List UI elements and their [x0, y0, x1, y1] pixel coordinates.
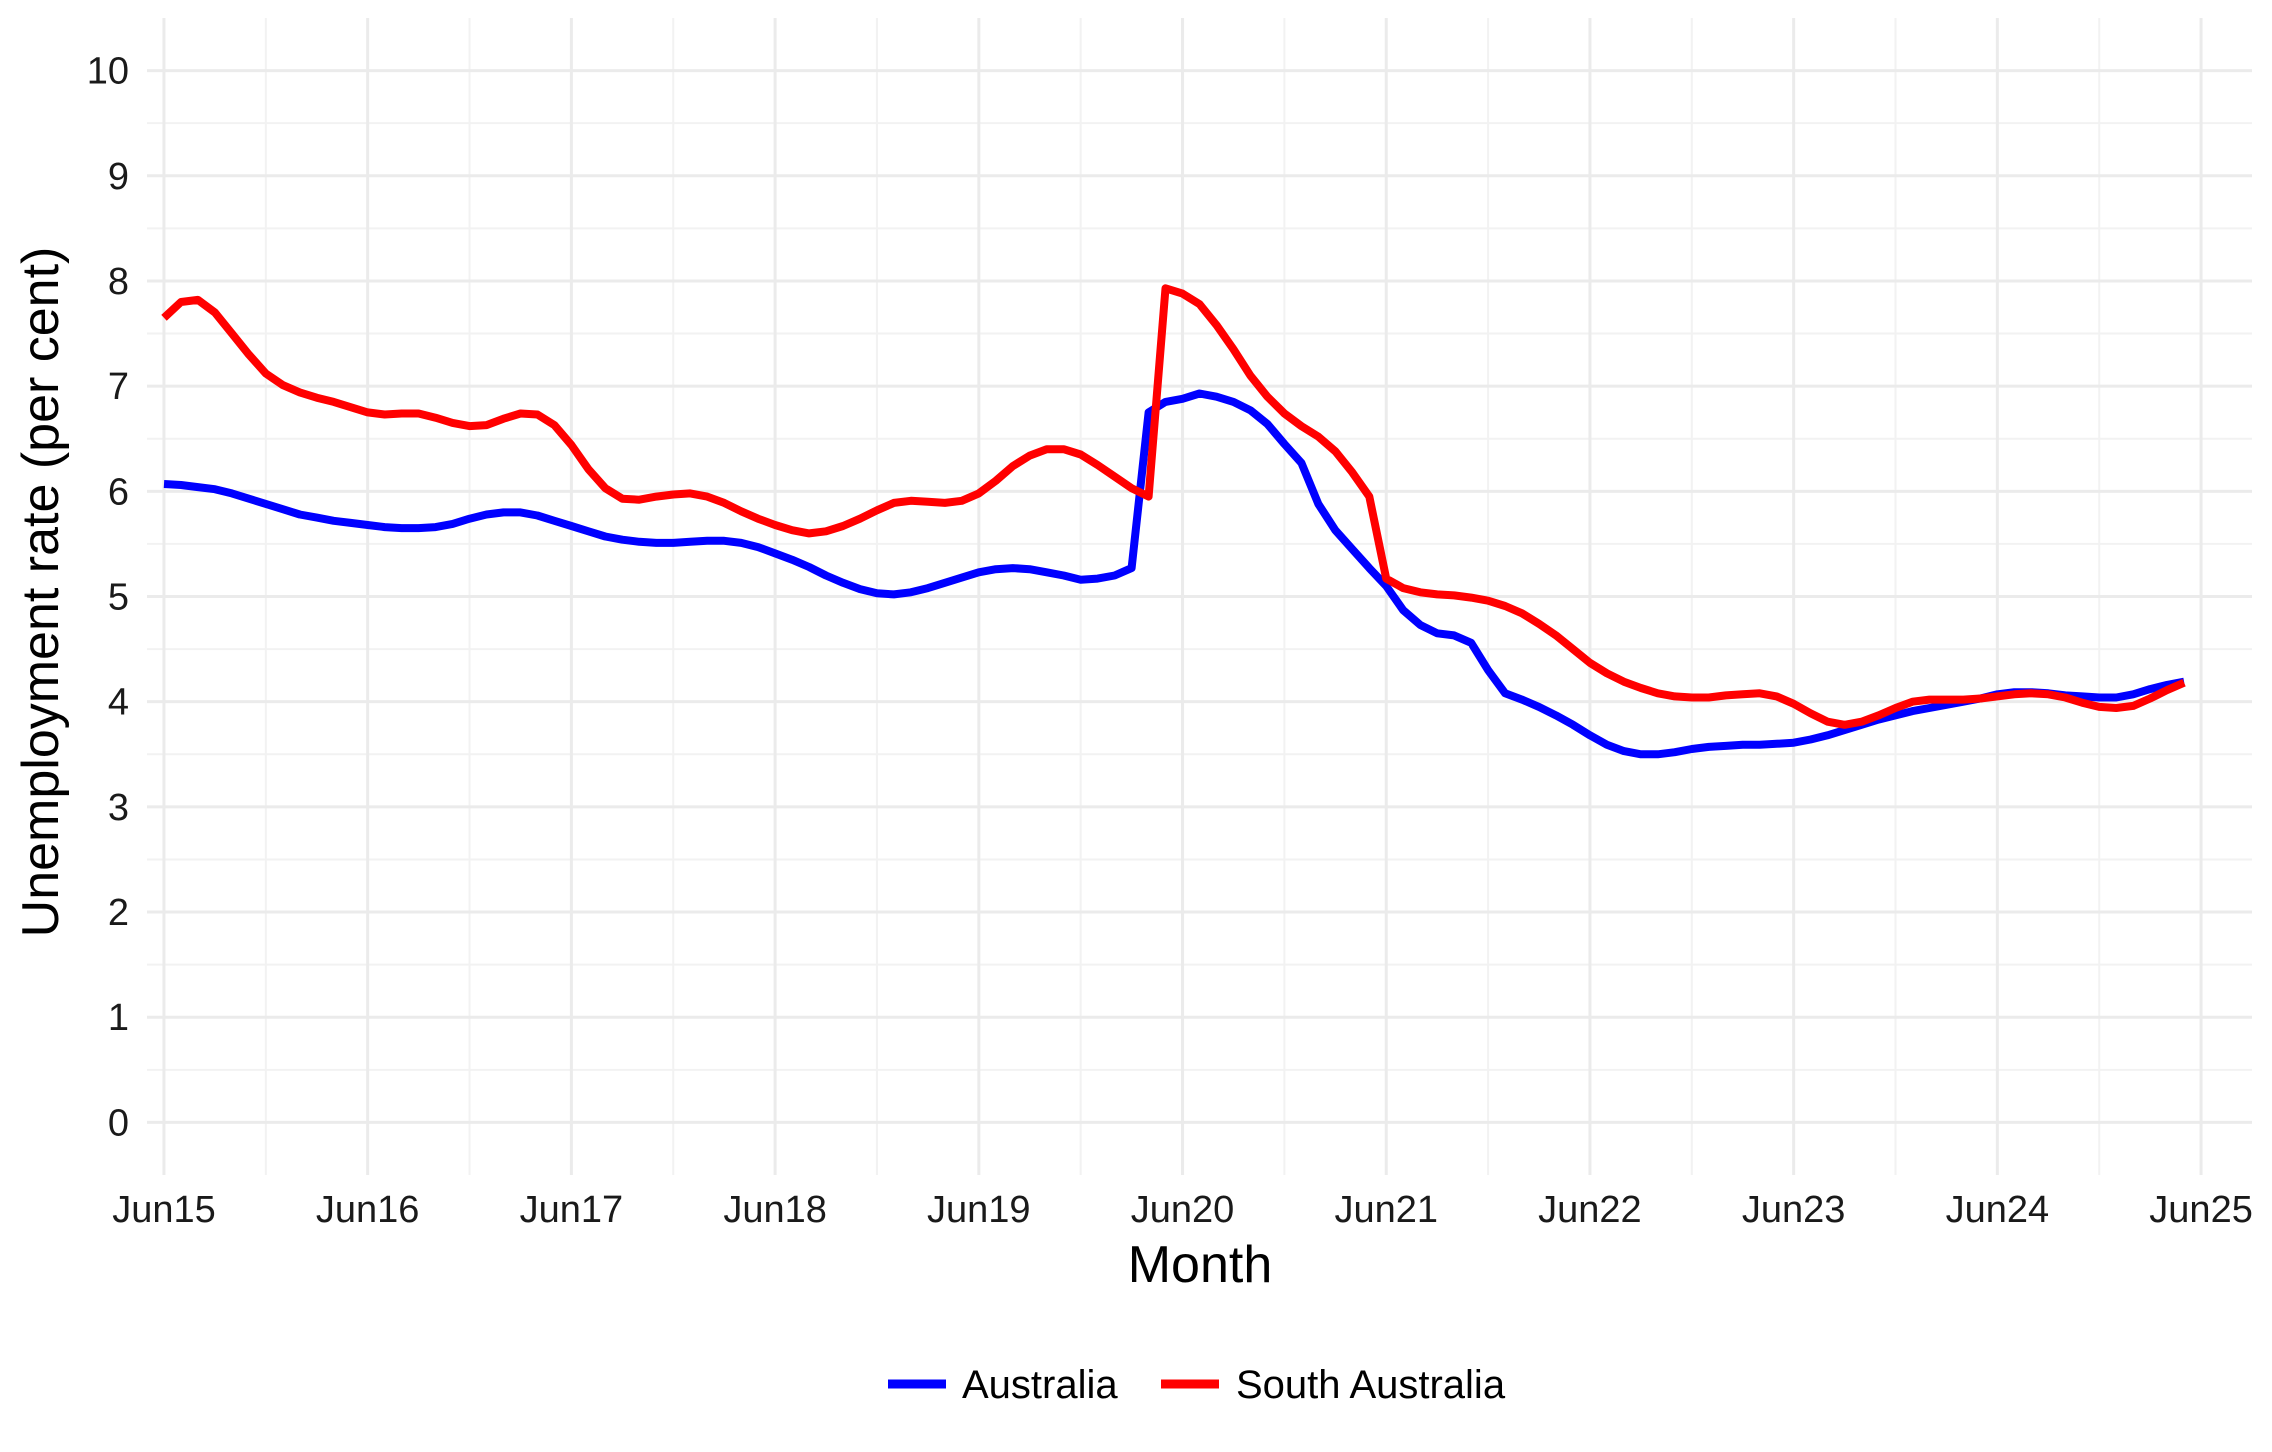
- legend: Australia South Australia: [888, 1363, 1506, 1407]
- y-axis-title: Unemployment rate (per cent): [12, 247, 70, 938]
- y-axis-tick-labels: 0 1 2 3 4 5 6 7 8 9 10: [87, 51, 129, 1145]
- x-tick-label: Jun24: [1946, 1189, 2050, 1231]
- x-tick-label: Jun22: [1538, 1189, 1642, 1231]
- y-tick-label: 3: [108, 787, 129, 829]
- x-tick-label: Jun17: [520, 1189, 624, 1231]
- x-tick-label: Jun21: [1334, 1189, 1438, 1231]
- x-tick-label: Jun15: [112, 1189, 216, 1231]
- x-tick-label: Jun16: [316, 1189, 420, 1231]
- series-line-south-australia: [161, 284, 2186, 729]
- y-tick-label: 8: [108, 261, 129, 303]
- legend-label-australia: Australia: [962, 1363, 1118, 1407]
- major-gridlines: [147, 18, 2252, 1175]
- x-tick-label: Jun25: [2149, 1189, 2253, 1231]
- series-lines: [161, 284, 2186, 759]
- x-tick-label: Jun20: [1131, 1189, 1235, 1231]
- x-tick-label: Jun19: [927, 1189, 1031, 1231]
- x-axis-tick-labels: Jun15 Jun16 Jun17 Jun18 Jun19 Jun20 Jun21 Jun22…: [112, 1189, 2253, 1231]
- y-tick-label: 2: [108, 892, 129, 934]
- y-tick-label: 7: [108, 366, 129, 408]
- y-tick-label: 9: [108, 156, 129, 198]
- y-tick-label: 10: [87, 51, 129, 93]
- x-tick-label: Jun23: [1742, 1189, 1846, 1231]
- y-tick-label: 6: [108, 471, 129, 513]
- x-axis-title: Month: [1128, 1236, 1273, 1294]
- y-tick-label: 5: [108, 577, 129, 619]
- y-tick-label: 1: [108, 997, 129, 1039]
- x-tick-label: Jun18: [723, 1189, 827, 1231]
- y-tick-label: 4: [108, 682, 129, 724]
- y-tick-label: 0: [108, 1102, 129, 1144]
- legend-label-south-australia: South Australia: [1236, 1363, 1506, 1407]
- series-line-australia: [163, 389, 2185, 759]
